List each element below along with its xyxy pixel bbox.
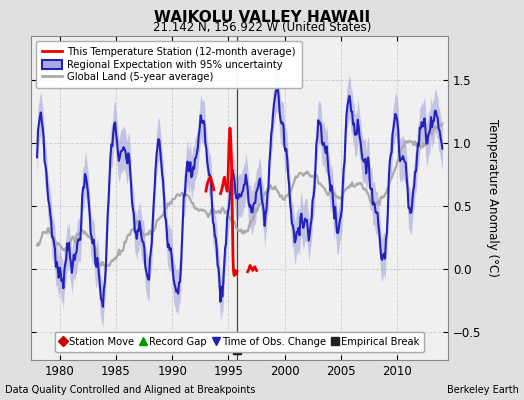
Text: Berkeley Earth: Berkeley Earth bbox=[447, 385, 519, 395]
Legend: Station Move, Record Gap, Time of Obs. Change, Empirical Break: Station Move, Record Gap, Time of Obs. C… bbox=[55, 332, 424, 352]
Text: WAIKOLU VALLEY HAWAII: WAIKOLU VALLEY HAWAII bbox=[154, 10, 370, 25]
Text: Data Quality Controlled and Aligned at Breakpoints: Data Quality Controlled and Aligned at B… bbox=[5, 385, 256, 395]
Y-axis label: Temperature Anomaly (°C): Temperature Anomaly (°C) bbox=[486, 119, 499, 277]
Text: 21.142 N, 156.922 W (United States): 21.142 N, 156.922 W (United States) bbox=[153, 21, 371, 34]
